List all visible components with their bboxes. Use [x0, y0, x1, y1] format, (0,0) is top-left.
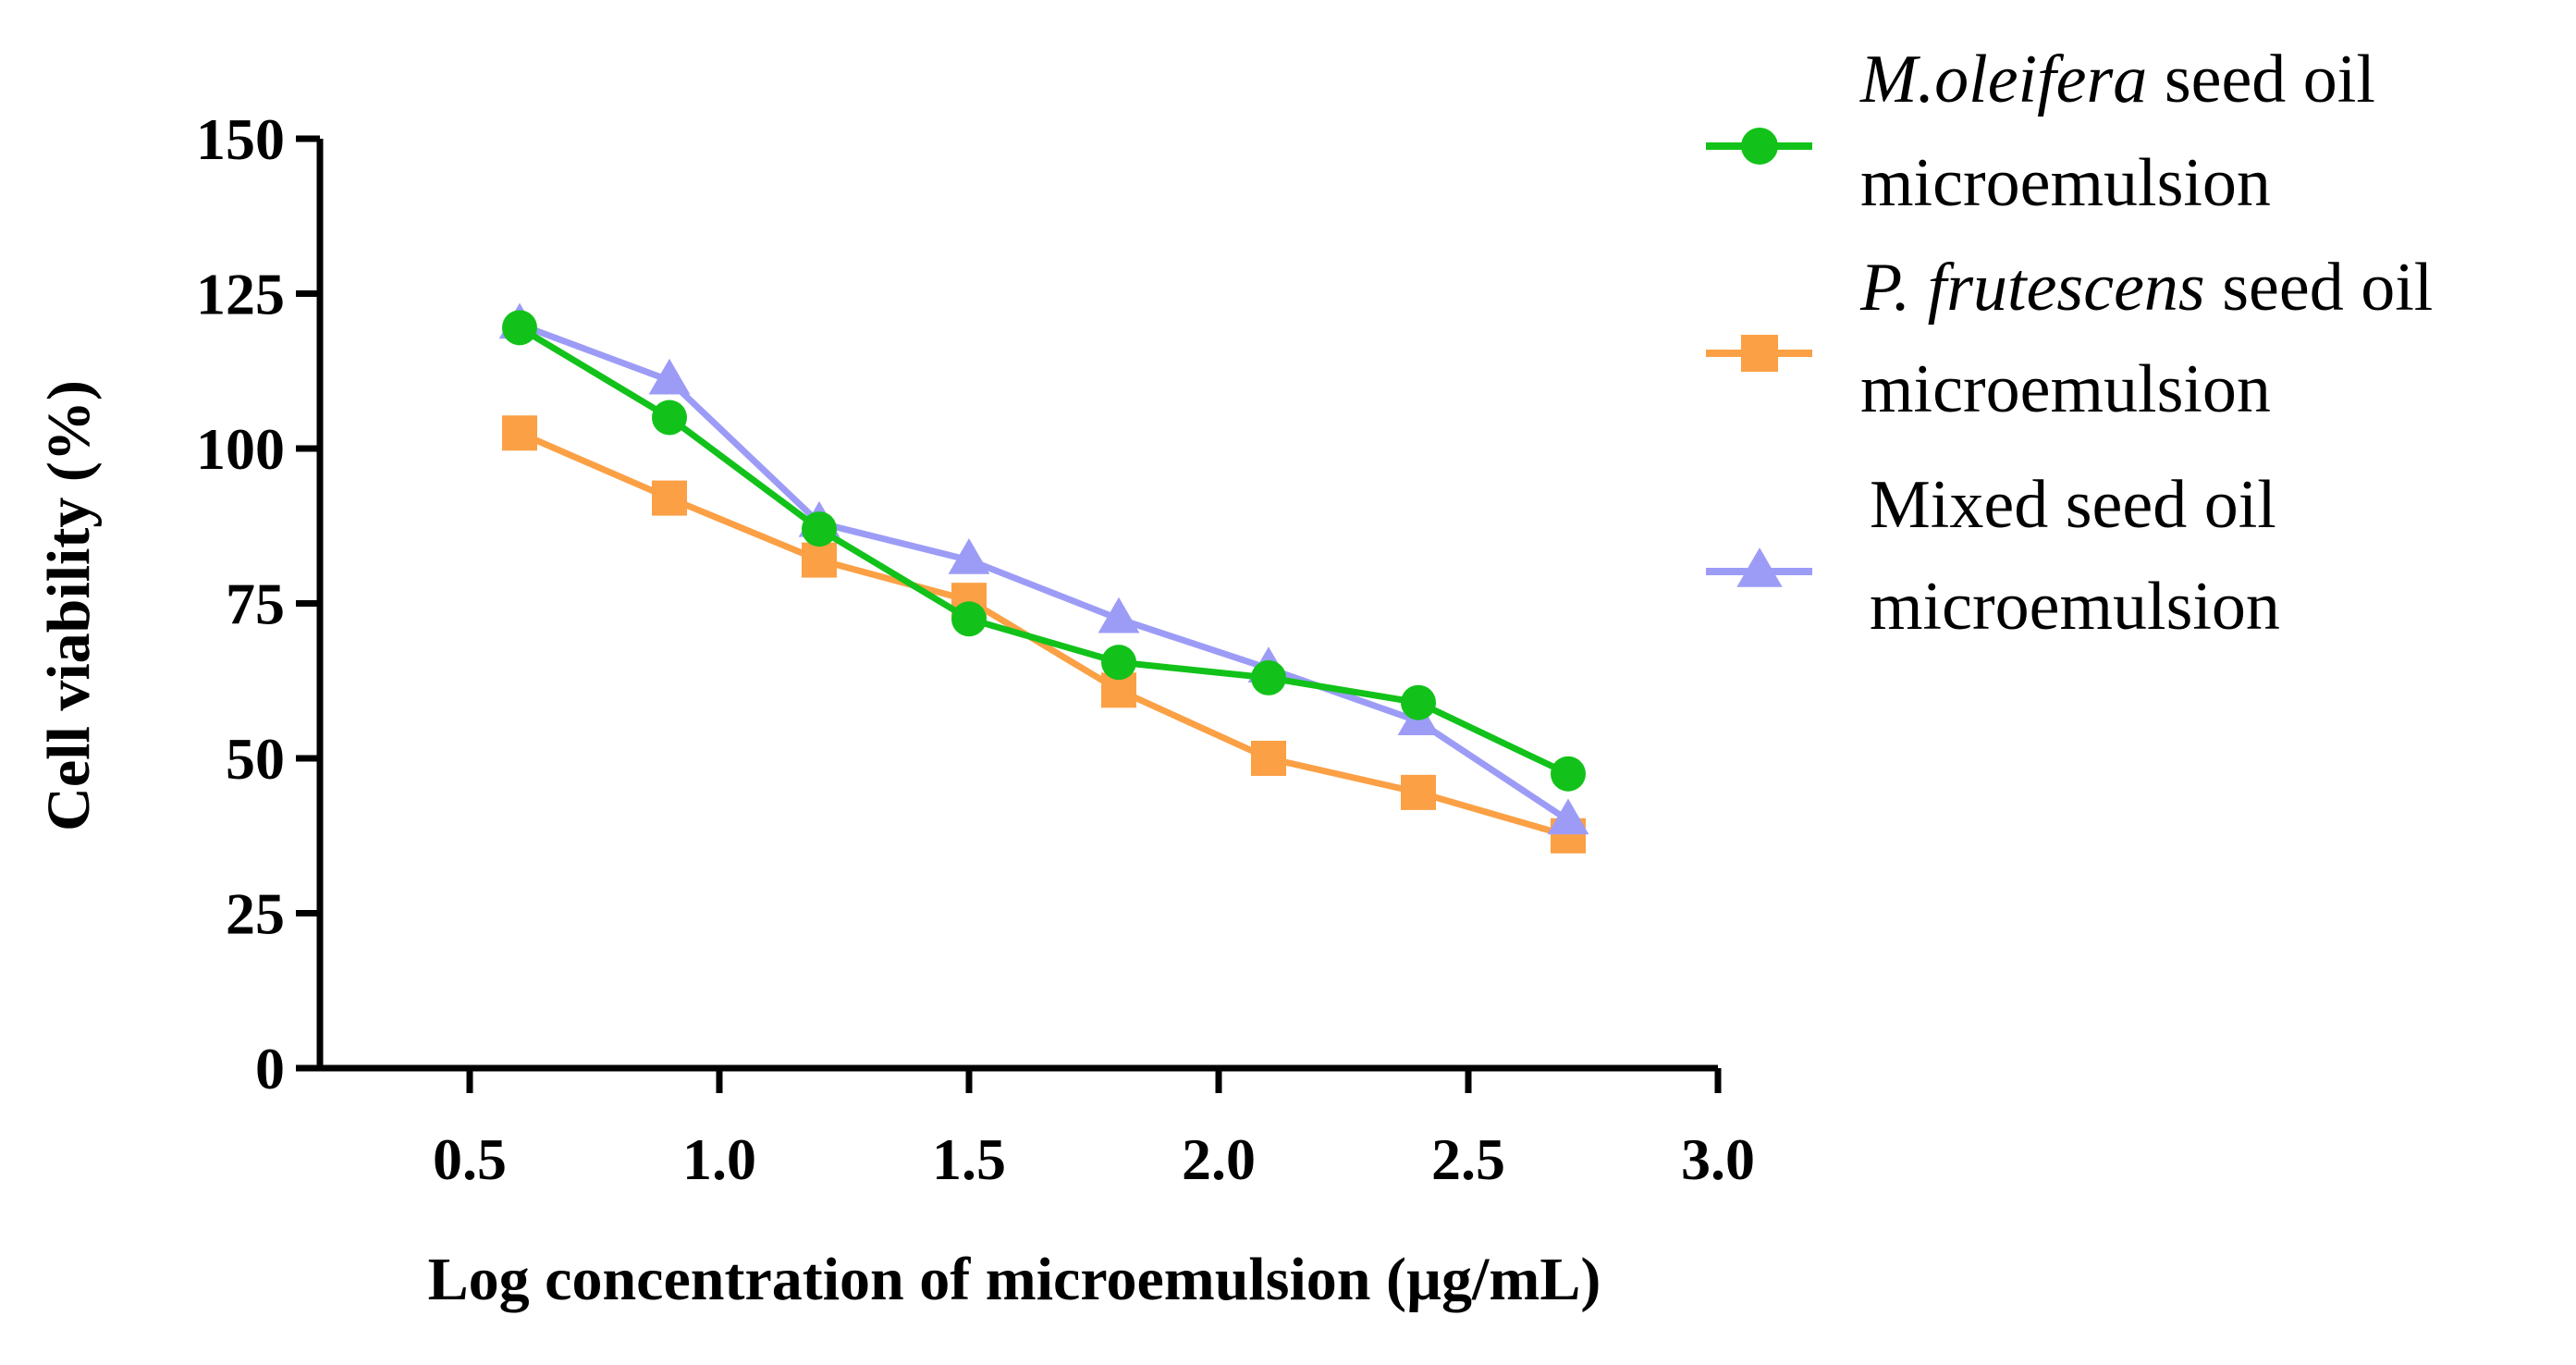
legend-label-line2: microemulsion: [1870, 569, 2280, 645]
legend-label-rest: Mixed seed oil: [1870, 467, 2276, 543]
x-tick-label: 2.0: [1182, 1126, 1256, 1192]
legend-label-italic: P. frutescens: [1859, 250, 2205, 326]
y-tick-label: 25: [226, 881, 285, 947]
x-tick-label: 0.5: [433, 1126, 507, 1192]
x-tick-label: 3.0: [1681, 1126, 1755, 1192]
legend-label-line2: microemulsion: [1860, 145, 2271, 221]
data-point-circle: [1401, 684, 1436, 720]
data-point-circle: [1551, 756, 1586, 792]
legend-item-triangle: Mixed seed oil microemulsion: [1706, 467, 2280, 645]
legend-marker: [1741, 335, 1778, 372]
data-point-triangle: [1098, 596, 1140, 633]
x-tick-label: 1.0: [682, 1126, 756, 1192]
data-point-circle: [502, 310, 537, 346]
legend-label: P. frutescens seed oil: [1859, 250, 2433, 326]
legend-marker: [1741, 128, 1778, 165]
series-line: [518, 430, 1569, 840]
data-point-circle: [1101, 645, 1136, 681]
y-tick-label: 75: [226, 572, 285, 637]
x-tick-label: 2.5: [1431, 1126, 1505, 1192]
data-point-triangle: [1547, 798, 1589, 835]
data-point-circle: [1251, 659, 1286, 695]
data-point-square: [652, 480, 687, 516]
series-square: [502, 415, 1586, 854]
legend-label-italic: M.oleifera: [1859, 42, 2147, 117]
legend-label-rest: seed oil: [2147, 42, 2375, 117]
series-line: [518, 321, 1570, 823]
y-tick-label: 0: [255, 1036, 285, 1101]
y-tick-label: 125: [196, 262, 285, 327]
data-point-circle: [802, 511, 837, 547]
series-circle: [502, 310, 1586, 792]
data-point-square: [1401, 774, 1436, 810]
y-ticks: 0 25 50 75 100 125 150: [196, 106, 320, 1101]
data-point-square: [1251, 741, 1286, 776]
legend-marker: [1736, 547, 1783, 587]
x-tick-label: 1.5: [932, 1126, 1006, 1192]
y-tick-label: 50: [226, 726, 285, 792]
data-point-circle: [652, 400, 687, 436]
y-tick-label: 100: [196, 416, 285, 482]
legend-label-rest: seed oil: [2205, 250, 2434, 326]
y-tick-label: 150: [196, 106, 285, 172]
plot-area: 0 25 50 75 100 125 150 0.5 1.0 1.5 2.0 2.5 3.0: [196, 106, 1755, 1192]
legend-label-line2: microemulsion: [1860, 351, 2271, 427]
series-line: [518, 325, 1570, 777]
data-point-circle: [951, 601, 987, 637]
legend-item-square: P. frutescens seed oil microemulsion: [1706, 250, 2433, 427]
data-point-square: [502, 415, 537, 451]
x-ticks: 0.5 1.0 1.5 2.0 2.5 3.0: [433, 1068, 1755, 1192]
x-axis-title: Log concentration of microemulsion (µg/m…: [428, 1246, 1601, 1313]
legend-label: M.oleifera seed oil: [1859, 42, 2375, 117]
data-point-triangle: [648, 358, 691, 395]
series-layer: [498, 302, 1589, 854]
legend-item-circle: M.oleifera seed oil microemulsion: [1706, 42, 2375, 221]
data-point-triangle: [948, 538, 990, 574]
series-triangle: [498, 302, 1589, 835]
y-axis-title: Cell viability (%): [35, 380, 103, 831]
legend-label: Mixed seed oil: [1870, 467, 2276, 543]
data-point-square: [802, 542, 837, 578]
